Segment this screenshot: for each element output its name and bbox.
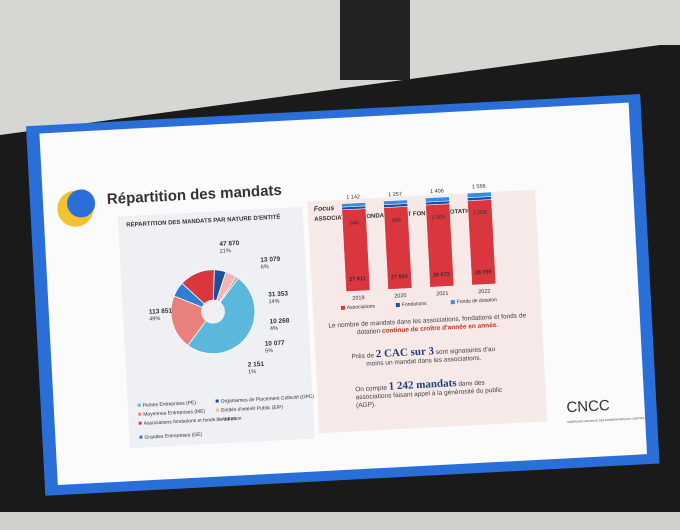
value-label: 1 005 bbox=[431, 214, 445, 221]
legend-swatch bbox=[450, 300, 455, 305]
note: Le nombre de mandats dans les associatio… bbox=[320, 312, 536, 339]
value-label: 10 268 bbox=[269, 317, 290, 325]
legend-label: Fondations bbox=[402, 301, 428, 308]
photo: Répartition des mandats RÉPARTITION DES … bbox=[0, 0, 680, 512]
x-tick-label: 2022 bbox=[478, 289, 491, 296]
legend-swatch bbox=[215, 399, 219, 403]
percent-label: 14% bbox=[268, 299, 279, 306]
percent-label: 1% bbox=[248, 369, 256, 375]
legend-label: Organismes de Placement Collectif (OPC) bbox=[221, 394, 315, 405]
legend-label: Moyennes Entreprises (ME) bbox=[143, 409, 206, 418]
logo-name: CNCC bbox=[566, 397, 610, 416]
percent-label: 4% bbox=[270, 326, 278, 332]
note: Près de 2 CAC sur 3 sont signataires d'a… bbox=[348, 344, 499, 370]
value-label: 27 924 bbox=[391, 274, 409, 281]
logo-subtitle: COMPAGNIE NATIONALE DES COMMISSAIRES AUX… bbox=[567, 416, 645, 424]
value-label: 1 556 bbox=[472, 184, 486, 191]
value-label: 31 353 bbox=[268, 290, 289, 298]
legend-label: Fonds de dotation bbox=[457, 297, 498, 305]
legend-swatch bbox=[216, 408, 220, 412]
legend-label: Associations fondations et fonds de dota… bbox=[144, 416, 242, 427]
legend-swatch bbox=[137, 403, 141, 407]
value-label: 1 028 bbox=[473, 210, 487, 217]
focus-kicker: Focus bbox=[314, 205, 335, 213]
bar-segment bbox=[341, 202, 366, 208]
value-label: 13 079 bbox=[260, 256, 281, 264]
value-label: 1 142 bbox=[346, 194, 360, 201]
percent-label: 6% bbox=[261, 264, 269, 270]
legend-swatch bbox=[395, 302, 400, 308]
legend-swatch bbox=[138, 421, 142, 425]
value-label: 28 769 bbox=[475, 269, 492, 276]
bar-segment bbox=[425, 196, 450, 203]
legend-label: Petites Entreprises (PE) bbox=[143, 400, 197, 409]
bar-segment bbox=[466, 191, 492, 199]
percent-label: 5% bbox=[265, 348, 273, 354]
legend-swatch bbox=[340, 305, 346, 310]
legend-label: Associations bbox=[347, 303, 376, 310]
x-tick-label: 2021 bbox=[436, 291, 449, 298]
page: Répartition des mandats RÉPARTITION DES … bbox=[0, 0, 680, 512]
value-label: 2 151 bbox=[248, 361, 265, 369]
legend-swatch bbox=[138, 412, 142, 416]
value-label: 10 077 bbox=[265, 340, 286, 348]
value-label: 28 073 bbox=[433, 272, 450, 279]
value-label: 47 870 bbox=[219, 240, 240, 248]
percent-label: 21% bbox=[220, 248, 231, 255]
legend-swatch bbox=[139, 435, 143, 439]
value-label: 994 bbox=[392, 218, 401, 224]
percent-label: 49% bbox=[149, 316, 160, 323]
value-label: 27 911 bbox=[349, 276, 366, 283]
value-label: 1 257 bbox=[388, 192, 402, 199]
slide-group: Répartition des mandats RÉPARTITION DES … bbox=[25, 94, 660, 496]
note-part: Près de bbox=[351, 352, 377, 361]
value-label: 1 406 bbox=[430, 188, 444, 195]
value-label: 946 bbox=[350, 220, 359, 226]
pie-hole bbox=[200, 299, 225, 324]
note: On compte 1 242 mandats dans des associa… bbox=[355, 376, 521, 411]
logo-mark bbox=[67, 189, 96, 218]
legend-swatch bbox=[216, 417, 220, 421]
mount bbox=[340, 0, 410, 80]
x-tick-label: 2020 bbox=[394, 293, 407, 300]
legend-label: Autres bbox=[221, 416, 236, 423]
value-label: 113 851 bbox=[149, 308, 173, 316]
bar-segment bbox=[383, 199, 408, 206]
legend-label: Entités d'intérêt Public (EIP) bbox=[221, 404, 284, 413]
x-tick-label: 2019 bbox=[352, 295, 365, 302]
legend-label: Grandes Entreprises (GE) bbox=[144, 432, 202, 441]
